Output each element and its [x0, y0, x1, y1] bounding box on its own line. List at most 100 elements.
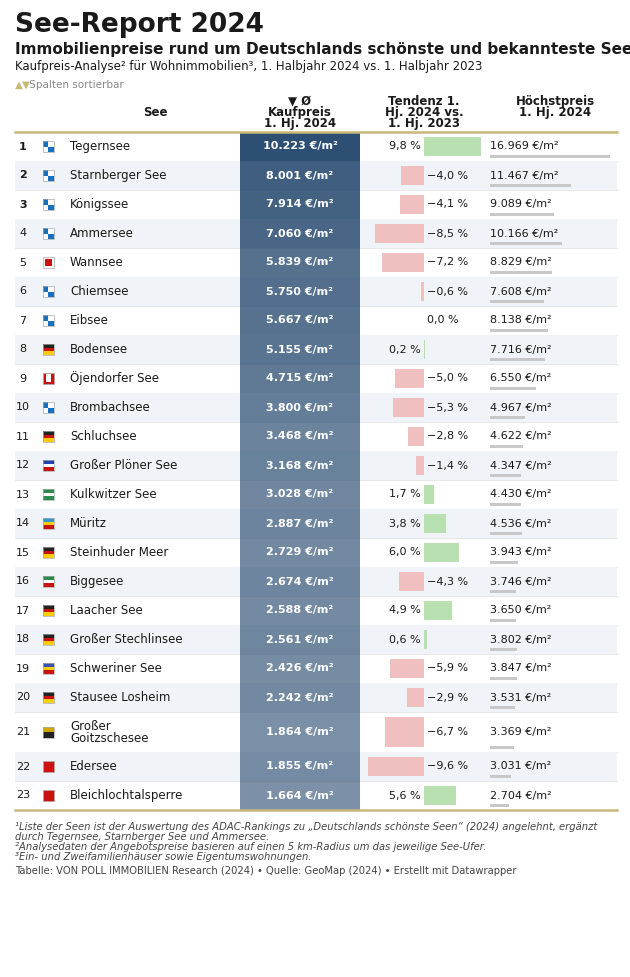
Text: 5,6 %: 5,6 %: [389, 790, 421, 800]
Bar: [15, 393, 617, 422]
Bar: [490, 184, 571, 187]
Text: 16.969 €/m²: 16.969 €/m²: [490, 142, 559, 151]
Bar: [42, 402, 54, 413]
Bar: [490, 503, 522, 506]
Bar: [490, 213, 554, 216]
Bar: [240, 781, 360, 810]
Text: 4.430 €/m²: 4.430 €/m²: [490, 489, 551, 499]
Bar: [240, 654, 360, 683]
Bar: [490, 242, 562, 245]
Text: −7,2 %: −7,2 %: [427, 258, 468, 268]
Bar: [15, 567, 617, 596]
Text: −2,8 %: −2,8 %: [427, 432, 468, 442]
Bar: [490, 387, 536, 390]
Text: 9,8 %: 9,8 %: [389, 142, 421, 151]
Bar: [42, 257, 54, 268]
Text: 2.729 €/m²: 2.729 €/m²: [266, 547, 334, 558]
Text: 2.588 €/m²: 2.588 €/m²: [266, 606, 334, 616]
Text: Tendenz 1.: Tendenz 1.: [388, 95, 460, 108]
Text: Immobilienpreise rund um Deutschlands schönste und bekannteste Seen¹: Immobilienpreise rund um Deutschlands sc…: [15, 42, 630, 57]
Text: 5.750 €/m²: 5.750 €/m²: [266, 286, 333, 296]
Bar: [490, 775, 512, 778]
Text: 0,0 %: 0,0 %: [427, 316, 459, 325]
Bar: [424, 786, 457, 805]
Text: Chiemsee: Chiemsee: [70, 285, 129, 298]
Bar: [490, 677, 517, 680]
Text: Tegernsee: Tegernsee: [70, 140, 130, 153]
Bar: [240, 161, 360, 190]
Text: Großer Plöner See: Großer Plöner See: [70, 459, 178, 472]
Bar: [42, 489, 54, 500]
Text: 3: 3: [19, 199, 27, 209]
Bar: [42, 692, 54, 696]
Text: 0,2 %: 0,2 %: [389, 345, 421, 355]
Bar: [42, 547, 54, 558]
Bar: [42, 638, 54, 641]
Bar: [42, 613, 54, 616]
Bar: [240, 422, 360, 451]
Text: Spalten sortierbar: Spalten sortierbar: [26, 80, 123, 90]
Text: 3.650 €/m²: 3.650 €/m²: [490, 606, 551, 616]
Bar: [42, 176, 48, 181]
Text: 5.839 €/m²: 5.839 €/m²: [266, 258, 334, 268]
Bar: [42, 551, 54, 554]
Bar: [390, 659, 424, 678]
Bar: [240, 451, 360, 480]
Bar: [48, 228, 54, 234]
Text: 15: 15: [16, 547, 30, 558]
Text: 10: 10: [16, 403, 30, 412]
Bar: [490, 619, 516, 622]
Bar: [490, 474, 521, 477]
Text: 1,7 %: 1,7 %: [389, 489, 421, 499]
Text: 4.967 €/m²: 4.967 €/m²: [490, 403, 552, 412]
Text: 14: 14: [16, 519, 30, 529]
Text: Schluchsee: Schluchsee: [70, 430, 137, 443]
Text: 5.667 €/m²: 5.667 €/m²: [266, 316, 334, 325]
Text: 10.223 €/m²: 10.223 €/m²: [263, 142, 338, 151]
Text: 5: 5: [20, 258, 26, 268]
Text: −2,9 %: −2,9 %: [427, 693, 468, 702]
Bar: [490, 329, 547, 332]
Bar: [407, 688, 424, 707]
Bar: [42, 431, 54, 435]
Bar: [42, 634, 54, 638]
Bar: [48, 402, 54, 407]
Text: Schweriner See: Schweriner See: [70, 662, 162, 675]
Bar: [42, 583, 54, 587]
Bar: [42, 315, 48, 320]
Text: durch Tegernsee, Starnberger See und Ammersee.: durch Tegernsee, Starnberger See und Amm…: [15, 832, 269, 842]
Bar: [42, 373, 54, 384]
Text: Goitzschesee: Goitzschesee: [70, 732, 149, 744]
Bar: [490, 300, 544, 303]
Bar: [48, 199, 54, 204]
Bar: [424, 340, 425, 359]
Text: See-Report 2024: See-Report 2024: [15, 12, 264, 38]
Bar: [42, 344, 54, 355]
Text: 3.369 €/m²: 3.369 €/m²: [490, 727, 551, 737]
Bar: [240, 393, 360, 422]
Bar: [42, 352, 54, 355]
Text: 6: 6: [20, 286, 26, 296]
Bar: [490, 590, 517, 593]
Text: 13: 13: [16, 489, 30, 499]
Bar: [490, 804, 509, 807]
Bar: [48, 407, 54, 413]
Text: 2.561 €/m²: 2.561 €/m²: [266, 634, 334, 645]
Text: 4,9 %: 4,9 %: [389, 606, 421, 616]
Bar: [424, 137, 481, 156]
Text: 2.242 €/m²: 2.242 €/m²: [266, 693, 334, 702]
Bar: [42, 492, 54, 496]
Bar: [385, 717, 424, 747]
Text: −6,7 %: −6,7 %: [427, 727, 468, 737]
Bar: [400, 195, 424, 214]
Bar: [42, 170, 54, 181]
Bar: [490, 706, 515, 709]
Text: 8: 8: [20, 345, 26, 355]
Bar: [240, 364, 360, 393]
Bar: [424, 485, 434, 504]
Text: 4.622 €/m²: 4.622 €/m²: [490, 432, 552, 442]
Text: 20: 20: [16, 693, 30, 702]
Bar: [424, 543, 459, 562]
Text: −5,0 %: −5,0 %: [427, 373, 468, 384]
Bar: [42, 732, 54, 738]
